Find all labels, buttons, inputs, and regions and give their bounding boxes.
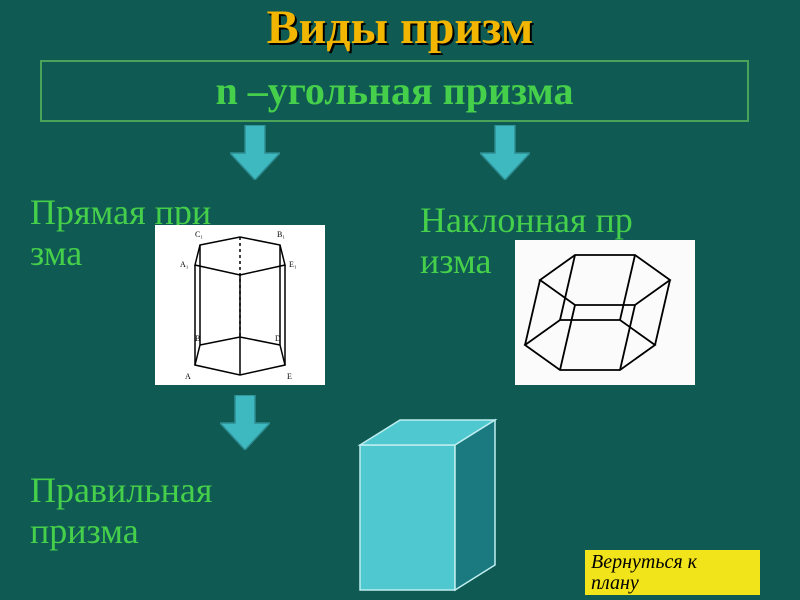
arrow-down-3 <box>220 395 270 450</box>
label-regular-line1: Правильная <box>30 470 212 510</box>
back-link-line1: Вернуться к <box>591 551 697 573</box>
slide-root: Виды призм n –угольная призма Прямая при… <box>0 0 800 600</box>
hex-prism-icon: C₁ B₁ A₁ E₁ A E B D <box>155 225 325 385</box>
back-to-plan-link[interactable]: Вернуться к плану <box>585 550 760 595</box>
figure-hexagonal-prism: C₁ B₁ A₁ E₁ A E B D <box>155 225 325 385</box>
title-text: Виды призм <box>267 1 534 54</box>
label-straight-line2: зма <box>30 233 82 273</box>
svg-text:C₁: C₁ <box>195 230 203 239</box>
svg-text:B: B <box>195 334 200 343</box>
slide-title: Виды призм <box>0 0 800 55</box>
back-link-line2: плану <box>591 572 639 594</box>
svg-text:E: E <box>287 372 292 381</box>
svg-text:D: D <box>275 334 281 343</box>
subtitle-text: n –угольная призма <box>216 68 574 113</box>
svg-text:B₁: B₁ <box>277 230 285 239</box>
subtitle-box: n –угольная призма <box>40 60 749 122</box>
arrow-down-2 <box>480 125 530 180</box>
label-regular-line2: призма <box>30 511 139 551</box>
label-oblique-line1: Наклонная пр <box>420 200 633 240</box>
arrow-down-1 <box>230 125 280 180</box>
figure-rectangular-prism <box>345 415 510 595</box>
figure-oblique-prism <box>515 240 695 385</box>
svg-text:A: A <box>185 372 191 381</box>
label-regular-prism: Правильная призма <box>30 470 212 553</box>
svg-text:A₁: A₁ <box>180 260 189 269</box>
svg-text:E₁: E₁ <box>289 260 297 269</box>
label-oblique-line2: изма <box>420 241 492 281</box>
oblique-prism-icon <box>515 240 695 385</box>
